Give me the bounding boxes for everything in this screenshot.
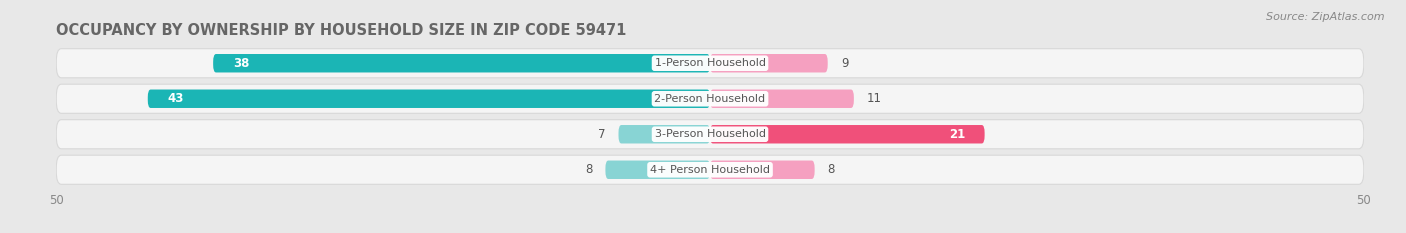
Text: 38: 38 — [233, 57, 249, 70]
Text: Source: ZipAtlas.com: Source: ZipAtlas.com — [1267, 12, 1385, 22]
Text: 2-Person Household: 2-Person Household — [654, 94, 766, 104]
FancyBboxPatch shape — [710, 54, 828, 72]
Text: 4+ Person Household: 4+ Person Household — [650, 165, 770, 175]
FancyBboxPatch shape — [56, 49, 1364, 78]
Text: 11: 11 — [868, 92, 882, 105]
Text: 8: 8 — [828, 163, 835, 176]
Text: 21: 21 — [949, 128, 965, 141]
Text: 43: 43 — [167, 92, 184, 105]
FancyBboxPatch shape — [710, 161, 814, 179]
Text: OCCUPANCY BY OWNERSHIP BY HOUSEHOLD SIZE IN ZIP CODE 59471: OCCUPANCY BY OWNERSHIP BY HOUSEHOLD SIZE… — [56, 23, 627, 38]
Text: 1-Person Household: 1-Person Household — [655, 58, 765, 68]
FancyBboxPatch shape — [148, 89, 710, 108]
Text: 3-Person Household: 3-Person Household — [655, 129, 765, 139]
Text: 8: 8 — [585, 163, 592, 176]
FancyBboxPatch shape — [710, 125, 984, 144]
FancyBboxPatch shape — [56, 155, 1364, 184]
Text: 7: 7 — [598, 128, 606, 141]
FancyBboxPatch shape — [56, 120, 1364, 149]
FancyBboxPatch shape — [710, 89, 853, 108]
FancyBboxPatch shape — [606, 161, 710, 179]
FancyBboxPatch shape — [214, 54, 710, 72]
FancyBboxPatch shape — [619, 125, 710, 144]
FancyBboxPatch shape — [56, 84, 1364, 113]
Text: 9: 9 — [841, 57, 848, 70]
